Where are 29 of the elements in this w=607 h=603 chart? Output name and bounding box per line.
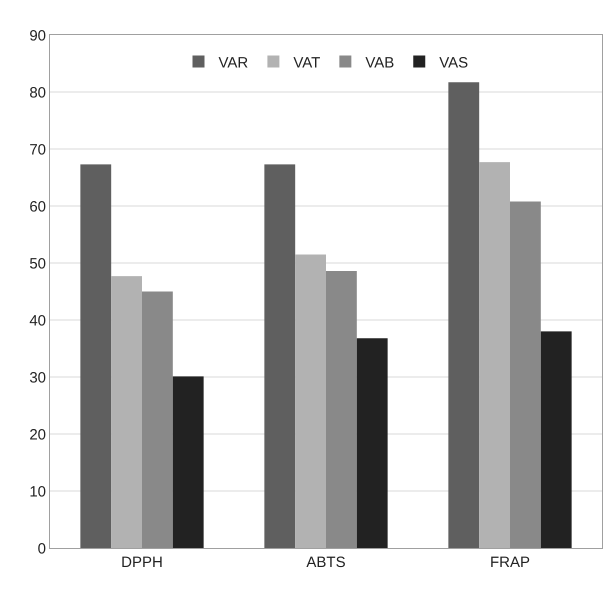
y-tick-label: 90 xyxy=(29,27,46,44)
legend-label: VAR xyxy=(218,54,248,72)
bar xyxy=(264,164,296,548)
bar xyxy=(295,254,326,548)
x-tick-label: ABTS xyxy=(306,554,346,571)
bar xyxy=(326,270,357,548)
y-tick-label: 30 xyxy=(29,369,46,386)
y-tick-label: 20 xyxy=(29,426,46,444)
x-tick-label: FRAP xyxy=(490,554,530,571)
y-tick-label: 50 xyxy=(29,255,46,272)
y-tick-label: 10 xyxy=(29,483,46,500)
bar xyxy=(510,201,541,548)
legend-label: VAT xyxy=(293,54,320,72)
y-tick-label: 60 xyxy=(29,198,46,216)
y-tick-label: 70 xyxy=(29,141,46,158)
bar xyxy=(172,376,204,548)
bar xyxy=(111,276,142,548)
bar xyxy=(540,331,572,548)
bar xyxy=(142,292,173,548)
y-tick-label: 0 xyxy=(38,540,46,558)
bar xyxy=(80,164,112,548)
bar xyxy=(356,338,388,548)
bar xyxy=(448,82,480,548)
bar xyxy=(479,162,510,548)
legend-label: VAS xyxy=(439,54,468,72)
y-tick-label: 40 xyxy=(29,312,46,330)
x-tick-label: DPPH xyxy=(121,554,163,571)
legend-label: VAB xyxy=(365,54,394,72)
y-tick-label: 80 xyxy=(29,84,46,102)
